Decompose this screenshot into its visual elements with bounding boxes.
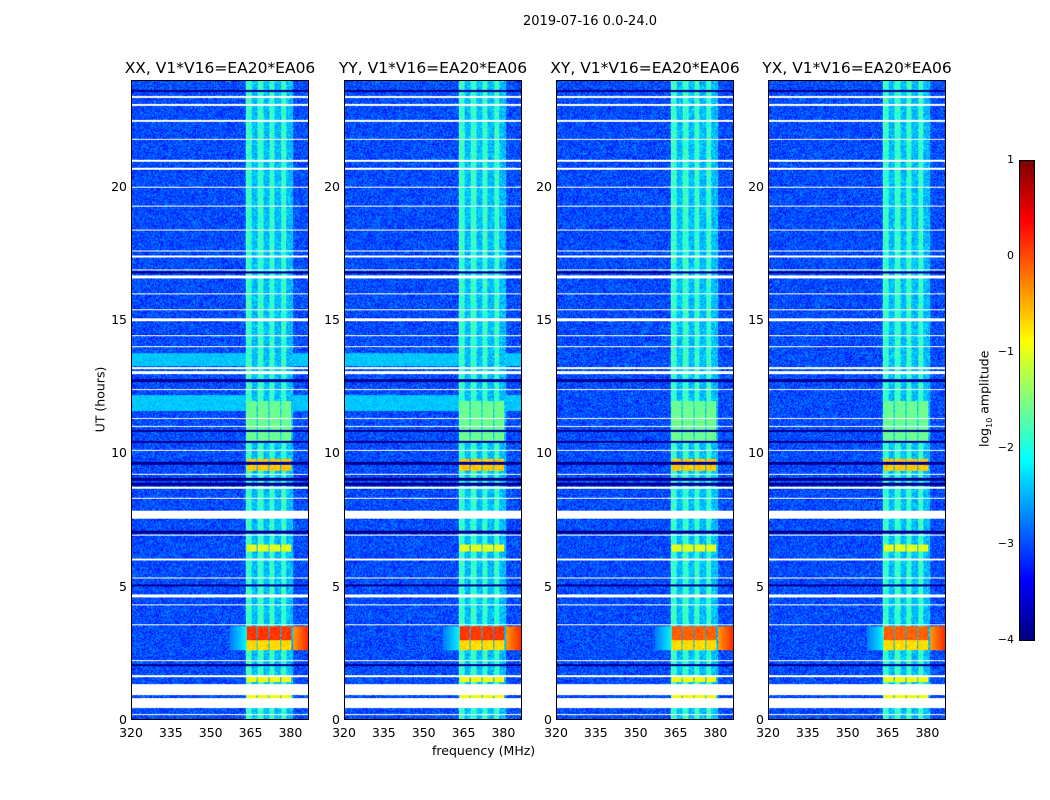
y-tick-label: 15 (324, 312, 340, 327)
x-tick-label: 335 (583, 725, 608, 740)
x-tick-label: 380 (491, 725, 516, 740)
y-axis-label: UT (hours) (92, 366, 108, 433)
y-tick-label: 5 (119, 578, 127, 594)
panel-title: XX, V1*V16=EA20*EA06 (124, 59, 316, 77)
colorbar-tick-label: −1 (997, 345, 1014, 358)
x-tick-label: 365 (663, 725, 688, 740)
y-tick-label: 20 (748, 178, 764, 194)
x-tick-label: 380 (703, 725, 728, 740)
y-tick-label: 0 (544, 712, 552, 727)
x-tick-label: 380 (915, 725, 940, 740)
y-tick-label: 5 (756, 578, 764, 594)
colorbar-tick-label: 1 (1007, 153, 1014, 166)
y-tick-label: 0 (119, 712, 127, 727)
y-tick-label: 20 (111, 178, 127, 194)
x-tick-label: 350 (835, 725, 860, 740)
x-axis-label: frequency (MHz) (432, 743, 536, 758)
y-tick-label: 15 (536, 312, 552, 327)
y-tick-label: 0 (332, 712, 340, 727)
x-tick-label: 365 (451, 725, 476, 740)
colorbar-tick-label: 0 (1007, 249, 1014, 262)
figure-title: 2019-07-16 0.0-24.0 (523, 14, 657, 29)
x-tick-label: 380 (278, 725, 303, 740)
x-tick-label: 350 (411, 725, 436, 740)
colorbar-tick-label: −3 (997, 537, 1014, 550)
y-tick-label: 15 (111, 312, 127, 327)
y-tick-label: 20 (536, 178, 552, 194)
x-tick-label: 350 (198, 725, 223, 740)
x-tick-label: 335 (795, 725, 820, 740)
x-tick-label: 320 (119, 725, 143, 740)
x-tick-label: 365 (875, 725, 900, 740)
x-tick-label: 320 (544, 725, 568, 740)
heatmap-yx (768, 80, 946, 720)
colorbar (1019, 160, 1035, 641)
y-tick-label: 10 (111, 445, 127, 461)
x-tick-label: 350 (623, 725, 648, 740)
colorbar-tick-label: −4 (997, 633, 1014, 646)
panel-title: XY, V1*V16=EA20*EA06 (550, 59, 740, 77)
x-tick-label: 365 (238, 725, 263, 740)
y-tick-label: 5 (332, 578, 340, 594)
x-tick-label: 335 (158, 725, 183, 740)
heatmap-xy (556, 80, 734, 720)
colorbar-label: log10 amplitude (976, 350, 994, 447)
panel-title: YY, V1*V16=EA20*EA06 (338, 59, 528, 77)
y-tick-label: 15 (748, 312, 764, 327)
x-tick-label: 320 (332, 725, 356, 740)
panel-title: YX, V1*V16=EA20*EA06 (762, 59, 952, 77)
y-tick-label: 5 (544, 578, 552, 594)
y-tick-label: 10 (536, 445, 552, 461)
y-tick-label: 10 (324, 445, 340, 461)
x-tick-label: 320 (756, 725, 780, 740)
colorbar-tick-label: −2 (997, 441, 1014, 454)
heatmap-yy (344, 80, 522, 720)
y-tick-label: 10 (748, 445, 764, 461)
heatmap-xx (131, 80, 309, 720)
y-tick-label: 0 (756, 712, 764, 727)
x-tick-label: 335 (371, 725, 396, 740)
y-tick-label: 20 (324, 178, 340, 194)
